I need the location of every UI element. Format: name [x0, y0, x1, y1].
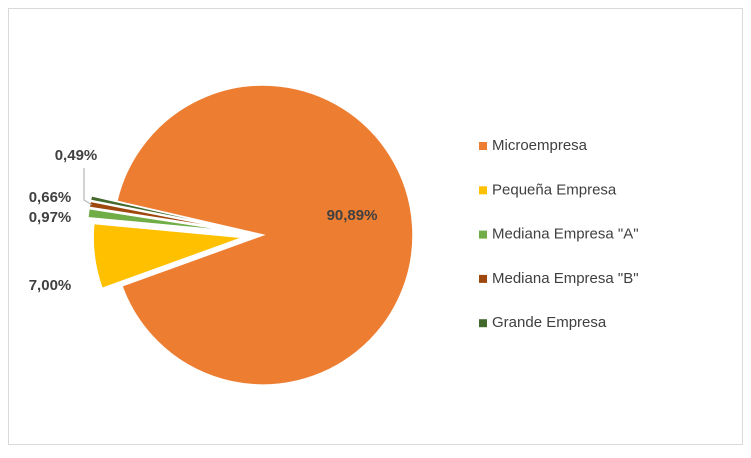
data-label: 0,49%	[55, 147, 98, 164]
legend-label: Grande Empresa	[492, 314, 607, 331]
legend-label: Microempresa	[492, 137, 588, 154]
legend-label: Pequeña Empresa	[492, 181, 617, 198]
pie-slice	[87, 207, 238, 233]
data-label: 0,66%	[29, 189, 72, 206]
legend-swatch	[479, 274, 487, 283]
legend-swatch	[479, 319, 487, 328]
pie-slice	[88, 200, 238, 232]
pie-slice	[115, 84, 414, 386]
pie-slice	[92, 222, 244, 290]
leader-line	[83, 168, 93, 206]
legend-label: Mediana Empresa "A"	[492, 226, 639, 243]
legend-swatch	[479, 230, 487, 239]
legend-swatch	[479, 142, 487, 150]
legend-label: Mediana Empresa "B"	[492, 270, 639, 287]
data-label: 7,00%	[29, 277, 72, 294]
data-label: 0,97%	[29, 209, 72, 226]
data-label: 90,89%	[327, 207, 378, 224]
legend-swatch	[479, 186, 487, 195]
pie-slice	[89, 194, 238, 231]
